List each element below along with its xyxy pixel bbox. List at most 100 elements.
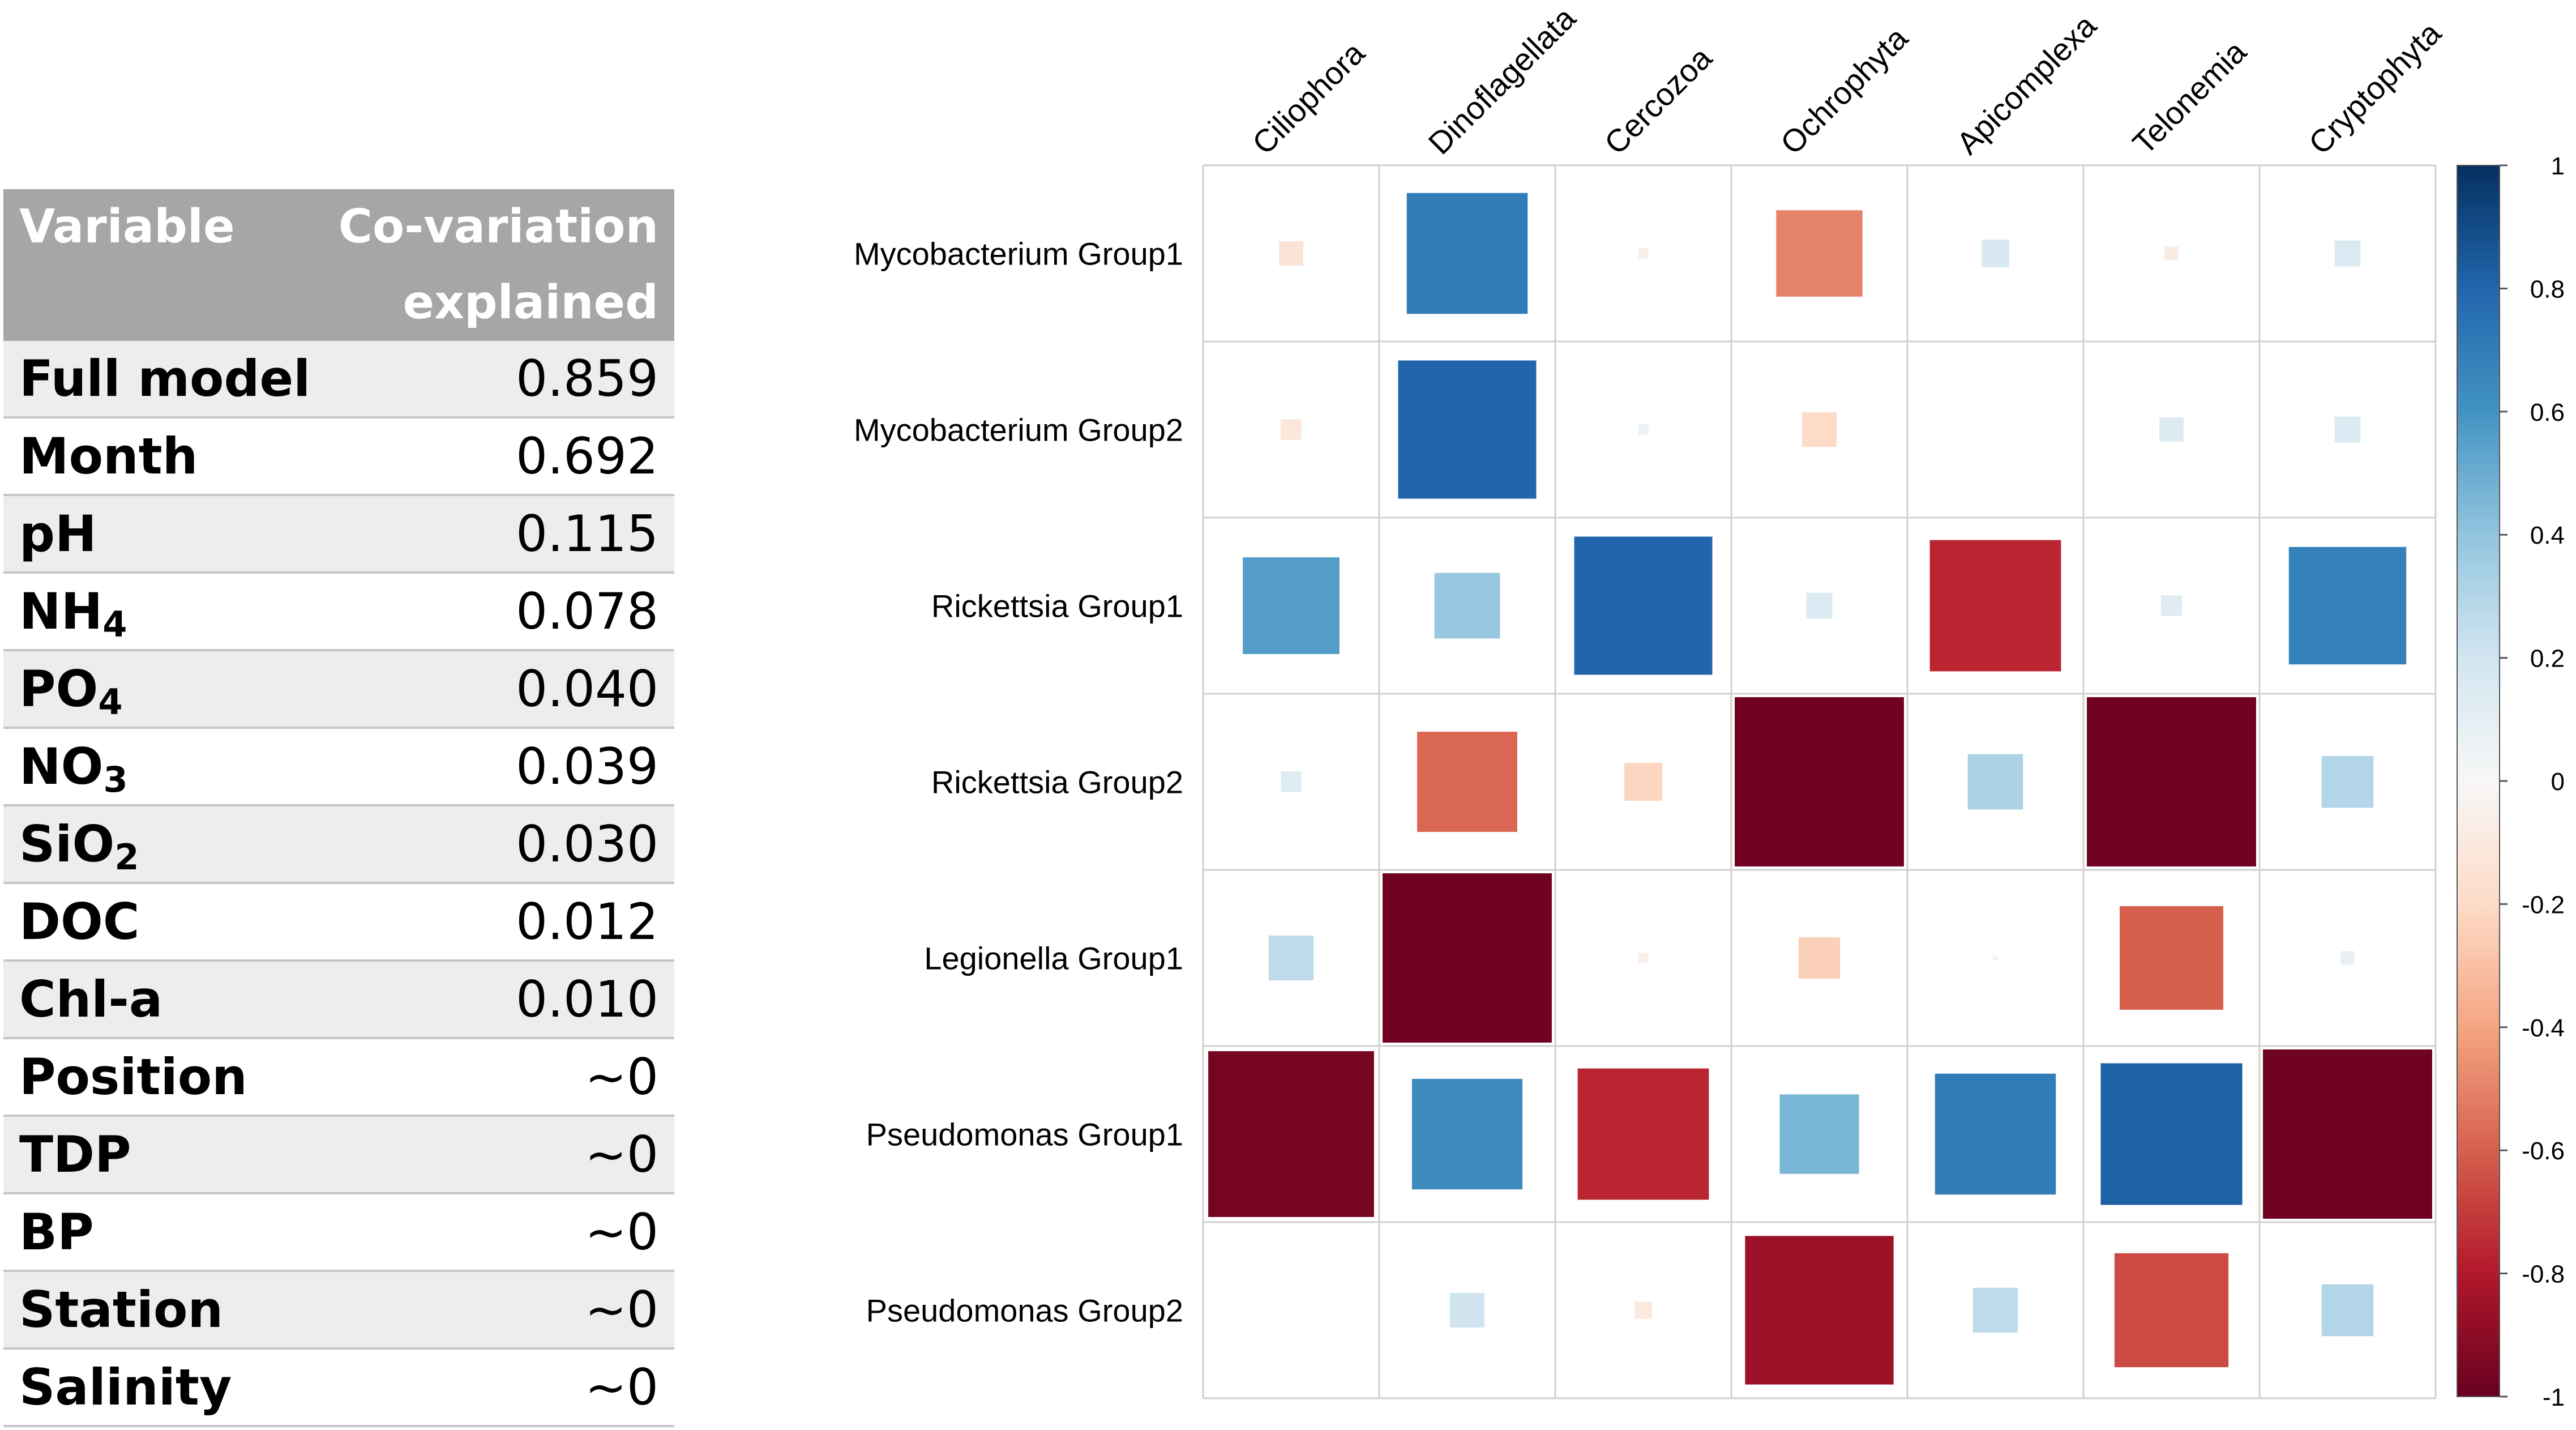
table-row: pH 0.115: [3, 495, 674, 574]
column-label: Dinoflagellata: [1421, 0, 1582, 161]
covariation-value: 0.040: [320, 650, 674, 729]
correlation-cell: [1434, 573, 1500, 639]
correlation-cell: [1638, 248, 1649, 259]
colorbar-tick-label: 0.8: [2530, 275, 2565, 303]
column-label: Telonemia: [2125, 33, 2253, 161]
variable-name: NH4: [3, 573, 320, 651]
correlation-cell: [1406, 193, 1528, 314]
correlation-cell: [1929, 540, 2061, 672]
correlation-cell: [1967, 754, 2023, 810]
colorbar-tick-label: 0.4: [2530, 522, 2565, 549]
variable-name: Month: [3, 417, 320, 496]
table-row: Chl-a 0.010: [3, 961, 674, 1039]
row-label: Pseudomonas Group1: [866, 1117, 1183, 1152]
correlation-cell: [2321, 1284, 2374, 1337]
correlation-cell: [2087, 697, 2256, 866]
correlation-cell: [1450, 1293, 1484, 1327]
table-row: Salinity ~0: [3, 1348, 674, 1427]
correlation-cell: [1383, 873, 1552, 1043]
correlation-cell: [2100, 1063, 2243, 1205]
correlation-cell: [1745, 1236, 1894, 1385]
variable-name: Full model: [3, 341, 320, 419]
covariation-value: 0.692: [320, 417, 674, 496]
table-row: NH4 0.078: [3, 573, 674, 651]
variable-name: TDP: [3, 1116, 320, 1194]
colorbar-tick-label: 0: [2551, 768, 2565, 796]
row-label: Mycobacterium Group2: [854, 412, 1183, 448]
correlation-cell: [1972, 1287, 2018, 1333]
variable-name: NO3: [3, 728, 320, 806]
correlation-cell: [1577, 1068, 1709, 1200]
correlation-cell: [1634, 1301, 1652, 1319]
correlation-cell: [1935, 1073, 2056, 1195]
variable-name: pH: [3, 495, 320, 574]
correlation-cell: [1417, 732, 1517, 832]
table-row: PO4 0.040: [3, 650, 674, 729]
correlation-cell: [2161, 595, 2182, 616]
colorbar-tick-label: 0.2: [2530, 645, 2565, 673]
correlation-cell: [1779, 1094, 1859, 1174]
correlation-cell: [2164, 246, 2179, 261]
correlation-cell: [1992, 955, 1999, 961]
table-row: NO3 0.039: [3, 728, 674, 806]
table-row: SiO2 0.030: [3, 805, 674, 884]
row-label: Rickettsia Group1: [931, 588, 1183, 624]
correlation-cell: [2114, 1253, 2229, 1368]
table-row: DOC 0.012: [3, 883, 674, 962]
variable-name: PO4: [3, 650, 320, 729]
row-label: Rickettsia Group2: [931, 765, 1183, 800]
correlation-cell: [2120, 906, 2223, 1010]
correlation-cell: [1279, 241, 1303, 266]
table-row: BP ~0: [3, 1193, 674, 1272]
variable-name: Chl-a: [3, 961, 320, 1039]
covariation-value: ~0: [320, 1271, 674, 1350]
table-body: Full model 0.859 Month 0.692 pH 0.115 NH4 0.078…: [3, 341, 674, 1427]
correlation-cell: [2334, 416, 2361, 443]
variable-name: SiO2: [3, 805, 320, 884]
colorbar-tick-label: 1: [2551, 152, 2565, 180]
correlation-cell: [1802, 412, 1837, 447]
covariation-value: 0.859: [320, 341, 674, 419]
covariation-table: Variable Co-variation explained Full mode…: [3, 189, 674, 1427]
correlation-cell: [1624, 762, 1663, 801]
correlation-cell: [1268, 935, 1314, 981]
table-row: Station ~0: [3, 1271, 674, 1350]
variable-name: BP: [3, 1193, 320, 1272]
variable-column-header: Variable: [3, 189, 320, 341]
covariation-value: 0.078: [320, 573, 674, 651]
variable-name: DOC: [3, 883, 320, 962]
correlation-cell: [2334, 240, 2361, 267]
row-label: Mycobacterium Group1: [854, 236, 1183, 272]
column-label: Ciliophora: [1245, 35, 1371, 161]
covariation-value: ~0: [320, 1348, 674, 1427]
correlation-cell: [1574, 536, 1713, 675]
correlation-cell: [2340, 951, 2355, 965]
variable-name: Position: [3, 1038, 320, 1117]
variable-name: Station: [3, 1271, 320, 1350]
column-label: Cercozoa: [1597, 40, 1719, 161]
correlation-cell: [1776, 210, 1863, 297]
row-label: Legionella Group1: [924, 941, 1183, 976]
colorbar-tick-label: -0.6: [2522, 1137, 2565, 1165]
correlation-cell: [2263, 1049, 2432, 1219]
correlation-cell: [1638, 424, 1649, 435]
covariation-value: 0.030: [320, 805, 674, 884]
table-row: Full model 0.859: [3, 341, 674, 419]
correlation-cell: [1411, 1078, 1523, 1190]
colorbar-tick-label: -1: [2543, 1384, 2565, 1411]
covariation-value: 0.115: [320, 495, 674, 574]
correlation-cell: [1281, 419, 1302, 440]
correlation-cell: [1208, 1051, 1374, 1217]
correlation-cell: [1398, 360, 1537, 499]
correlation-cell: [2159, 417, 2184, 442]
correlation-cell: [1638, 953, 1649, 963]
covariation-value: ~0: [320, 1193, 674, 1272]
correlation-cell: [1735, 697, 1904, 866]
covariation-value: 0.010: [320, 961, 674, 1039]
table-row: Position ~0: [3, 1038, 674, 1117]
correlation-cell: [2321, 755, 2374, 808]
correlation-cell: [1982, 240, 2009, 267]
correlation-cell: [1798, 937, 1841, 979]
row-label: Pseudomonas Group2: [866, 1293, 1183, 1329]
table-row: Month 0.692: [3, 417, 674, 496]
